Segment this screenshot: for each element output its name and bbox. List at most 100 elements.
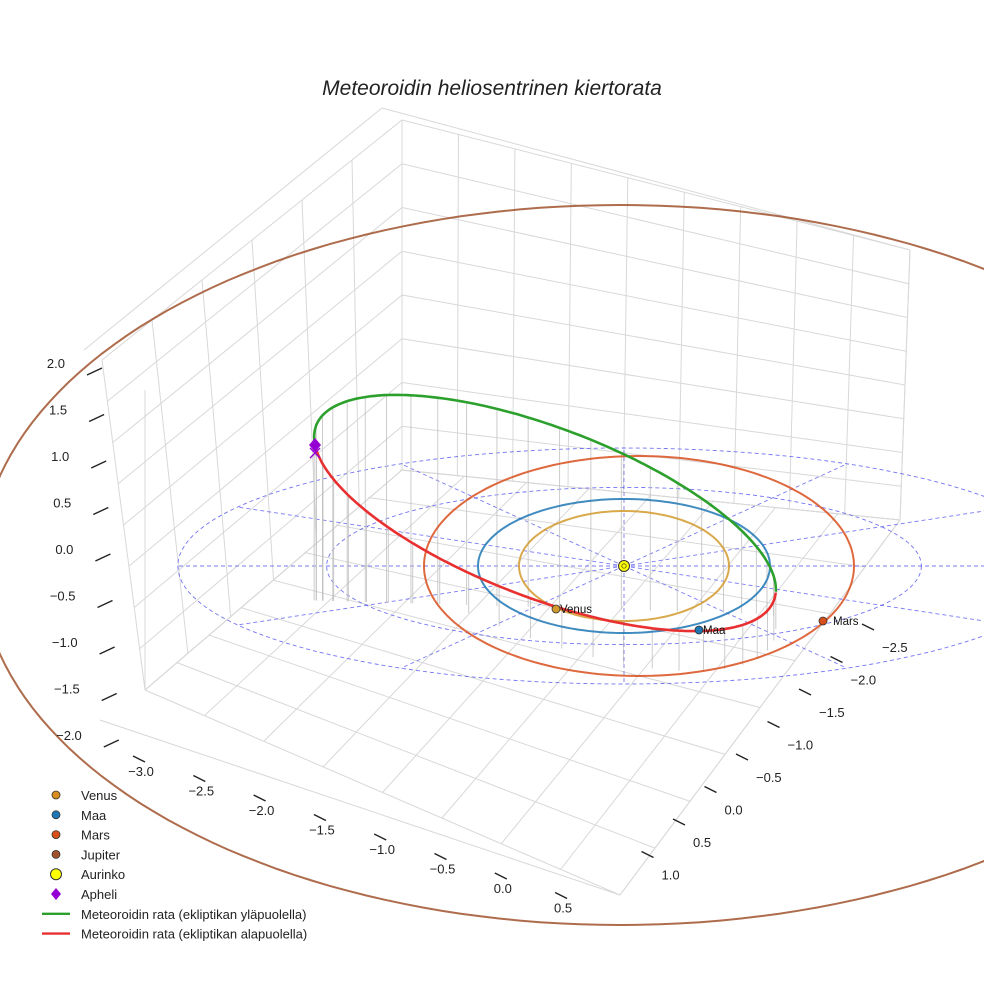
legend-label: Maa xyxy=(81,808,107,823)
x-tick xyxy=(192,774,206,783)
grid-line xyxy=(401,338,904,420)
reference-radial xyxy=(623,565,984,622)
grid-line xyxy=(401,119,911,251)
z-tick xyxy=(103,739,120,748)
marker-sun xyxy=(618,560,630,572)
x-tick-label: −1.0 xyxy=(369,842,395,857)
z-tick xyxy=(95,553,111,562)
y-tick xyxy=(798,688,812,696)
pane-edge xyxy=(83,107,383,351)
y-tick xyxy=(735,753,749,761)
z-tick-label: 1.5 xyxy=(49,403,67,418)
grid-line xyxy=(139,425,403,650)
z-tick-label: −1.0 xyxy=(52,635,78,650)
grid-line xyxy=(401,382,903,453)
x-tick xyxy=(132,755,146,763)
orbit-venus xyxy=(517,510,730,622)
grid-line xyxy=(101,119,403,361)
label-maa: Maa xyxy=(703,625,726,637)
planet-orbits xyxy=(0,203,984,927)
y-tick-label: 1.0 xyxy=(662,868,680,883)
label-venus: Venus xyxy=(560,604,592,616)
legend-label: Venus xyxy=(81,788,118,803)
grid-line xyxy=(368,497,866,568)
legend-marker xyxy=(51,810,61,820)
grid-line xyxy=(133,382,403,608)
grid-line xyxy=(112,207,403,443)
x-tick-label: 0.5 xyxy=(554,901,572,916)
z-tick xyxy=(97,599,113,609)
reference-radial xyxy=(623,565,848,669)
x-tick-label: −0.5 xyxy=(430,862,456,877)
meteoroid-path-above xyxy=(312,393,778,592)
grid-line xyxy=(128,338,403,567)
drop-lines xyxy=(313,395,777,671)
grid-line xyxy=(401,294,906,386)
grid-line xyxy=(401,250,907,352)
y-tick-label: 0.5 xyxy=(693,835,711,850)
marker-aphelion-projection xyxy=(309,447,321,459)
legend-marker xyxy=(51,790,61,800)
legend-label: Mars xyxy=(81,828,110,843)
y-tick xyxy=(830,655,843,664)
x-tick xyxy=(253,794,266,802)
grid-line xyxy=(382,494,652,793)
meteoroid-orbit xyxy=(312,393,778,633)
y-tick xyxy=(641,850,654,859)
legend-marker xyxy=(51,888,61,900)
grid-line xyxy=(107,163,403,402)
legend-marker xyxy=(51,850,61,859)
grid-line xyxy=(560,513,839,870)
orbit-mars xyxy=(422,454,855,678)
x-tick xyxy=(434,852,447,861)
z-tick xyxy=(86,367,103,376)
marker-maa xyxy=(694,625,704,635)
marker-sun-core xyxy=(621,563,627,569)
x-tick-label: −2.5 xyxy=(188,784,214,799)
z-tick-label: −2.0 xyxy=(56,728,82,743)
legend-label: Apheli xyxy=(81,887,117,902)
x-tick-label: −1.5 xyxy=(309,823,335,838)
grid-line xyxy=(123,294,403,526)
planet-markers: Venus Maa Mars xyxy=(309,437,859,637)
marker-mars xyxy=(818,616,828,626)
reference-radial xyxy=(623,510,984,567)
z-tick-label: 0.0 xyxy=(55,542,73,557)
x-tick-label: −3.0 xyxy=(128,764,154,779)
y-tick xyxy=(861,623,875,631)
z-tick xyxy=(101,692,117,702)
axis-ticks: 2.0 1.5 1.0 0.5 0.0 −0.5 −1.0 −1.5 −2.0 −3.0 −2.5 −… xyxy=(47,356,908,916)
orbit-maa xyxy=(476,498,771,634)
marker-aphelion xyxy=(309,437,322,452)
legend-marker xyxy=(51,830,61,839)
legend-label: Jupiter xyxy=(81,847,121,862)
x-tick xyxy=(373,833,387,841)
grid-line xyxy=(322,488,590,768)
z-tick-label: −0.5 xyxy=(50,589,76,604)
grid-line xyxy=(619,519,901,896)
legend-label: Meteoroidin rata (ekliptikan yläpuolella… xyxy=(81,907,306,922)
grid-line xyxy=(117,250,403,485)
reference-radial xyxy=(623,463,848,567)
y-tick-label: −2.0 xyxy=(851,673,877,688)
legend: Venus Maa Mars Jupiter Aurinko Apheli Meteoroi… xyxy=(42,788,307,942)
grid-line xyxy=(401,163,909,285)
z-tick xyxy=(88,413,105,423)
x-tick-label: −2.0 xyxy=(249,803,275,818)
grid-line xyxy=(263,482,527,742)
z-tick-label: 0.5 xyxy=(53,496,71,511)
x-tick xyxy=(494,872,508,880)
z-tick xyxy=(93,506,109,516)
z-tick xyxy=(99,646,115,655)
legend-marker xyxy=(50,868,62,881)
legend-label: Meteoroidin rata (ekliptikan alapuolella… xyxy=(81,927,307,942)
legend-label: Aurinko xyxy=(81,867,125,882)
y-tick-label: −2.5 xyxy=(882,640,908,655)
reference-radial xyxy=(400,565,625,669)
y-tick-label: −1.0 xyxy=(788,738,814,753)
x-tick xyxy=(313,813,327,822)
reference-grid xyxy=(177,447,984,685)
x-tick-label: 0.0 xyxy=(494,881,512,896)
z-tick-label: 2.0 xyxy=(47,356,65,371)
